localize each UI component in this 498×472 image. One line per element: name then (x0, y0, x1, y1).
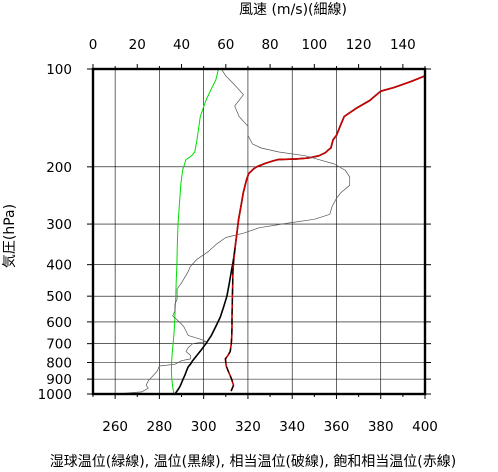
tick-label-pressure-900: 900 (46, 372, 72, 388)
equivalent-potential-temperature-line (224, 245, 236, 392)
tick-label-top-0: 0 (89, 37, 98, 53)
tick-label-bottom-260: 260 (102, 419, 128, 435)
tick-label-pressure-100: 100 (46, 62, 72, 78)
tick-label-pressure-1000: 1000 (38, 387, 72, 403)
tick-label-pressure-300: 300 (46, 217, 72, 233)
tick-label-bottom-320: 320 (235, 419, 261, 435)
bottom-axis-tick-labels: 260 280 300 320 340 360 380 400 (102, 419, 438, 435)
tick-label-pressure-200: 200 (46, 160, 72, 176)
wind-speed-line (115, 69, 351, 394)
tick-marks (87, 64, 431, 399)
tick-label-top-80: 80 (261, 37, 278, 53)
tick-label-bottom-400: 400 (412, 419, 438, 435)
plot-frame (91, 67, 427, 396)
tick-label-pressure-700: 700 (46, 337, 72, 353)
tick-label-pressure-400: 400 (46, 258, 72, 274)
wet-bulb-potential-temperature-line (170, 69, 219, 394)
tick-label-pressure-500: 500 (46, 289, 72, 305)
bottom-axis-title: 湿球温位(緑線), 温位(黒線), 相当温位(破線), 飽和相当温位(赤線) (50, 453, 456, 470)
tick-label-bottom-300: 300 (191, 419, 217, 435)
top-axis-tick-labels: 0 20 40 60 80 100 120 140 (89, 37, 416, 53)
tick-label-top-140: 140 (390, 37, 416, 53)
tick-label-pressure-600: 600 (46, 315, 72, 331)
tick-label-bottom-340: 340 (279, 419, 305, 435)
data-series (115, 69, 425, 394)
tick-label-top-100: 100 (301, 37, 327, 53)
tick-label-top-40: 40 (173, 37, 190, 53)
y-axis-title: 気圧(hPa) (2, 204, 18, 268)
tick-label-bottom-380: 380 (368, 419, 394, 435)
tick-label-top-20: 20 (129, 37, 146, 53)
tick-label-bottom-360: 360 (324, 419, 350, 435)
potential-temperature-line (174, 75, 425, 394)
tick-label-top-120: 120 (346, 37, 372, 53)
grid-lines (93, 68, 426, 395)
tick-label-pressure-800: 800 (46, 356, 72, 372)
tick-label-bottom-280: 280 (147, 419, 173, 435)
tick-label-top-60: 60 (217, 37, 234, 53)
top-axis-title: 風速 (m/s)(細線) (239, 2, 347, 18)
